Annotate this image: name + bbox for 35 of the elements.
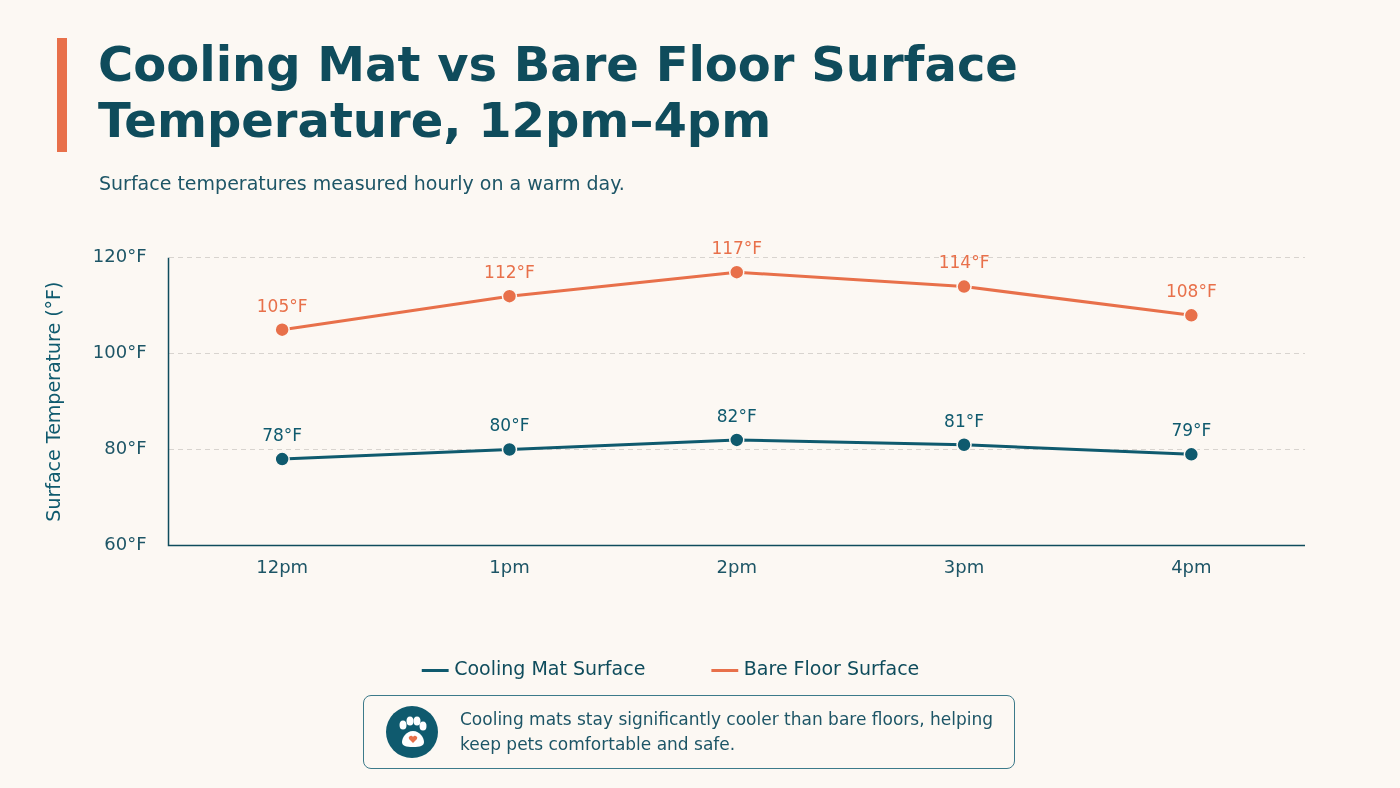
point <box>729 264 745 280</box>
x-tick-label: 4pm <box>1171 555 1212 577</box>
point <box>956 436 972 453</box>
x-tick-label: 3pm <box>943 555 985 577</box>
data-label: 117°F <box>711 238 763 259</box>
data-label: 78°F <box>262 425 303 446</box>
y-tick-label: 120°F <box>92 245 147 267</box>
data-label: 108°F <box>1165 281 1217 302</box>
x-tick-label: 12pm <box>256 555 309 577</box>
point <box>1183 446 1200 463</box>
y-tick-label: 80°F <box>104 437 147 459</box>
text: Cooling mats stay significantly cooler than bare floors, helping keep pets comfortable and safe. <box>460 708 994 756</box>
y-tick-label: 100°F <box>92 341 147 363</box>
data-label: 81°F <box>944 410 985 431</box>
legend-label: Cooling Mat Surface <box>454 657 646 680</box>
data-label: 114°F <box>938 252 990 273</box>
y-tick-label: 60°F <box>104 533 147 555</box>
data-label: 112°F <box>484 262 535 283</box>
point <box>501 441 518 458</box>
point <box>274 451 290 467</box>
point <box>1183 307 1200 324</box>
point <box>501 288 518 304</box>
point <box>274 321 290 338</box>
chart-title: Cooling Mat vs Bare Floor Surface Temperature, 12pm–4pm <box>98 36 1019 148</box>
x-tick-label: 1pm <box>489 555 530 577</box>
data-label: 82°F <box>716 405 757 426</box>
data-label: 80°F <box>489 415 530 436</box>
data-label: 79°F <box>1171 420 1212 441</box>
y-axis-title: Surface Temperature (°F) <box>42 281 65 522</box>
chart-subtitle: Surface temperatures measured hourly on a warm day. <box>99 172 625 194</box>
legend-label: Bare Floor Surface <box>743 657 920 680</box>
data-label: 105°F <box>256 295 308 316</box>
x-tick-label: 2pm <box>716 555 757 577</box>
point <box>729 432 745 448</box>
point <box>956 278 972 295</box>
